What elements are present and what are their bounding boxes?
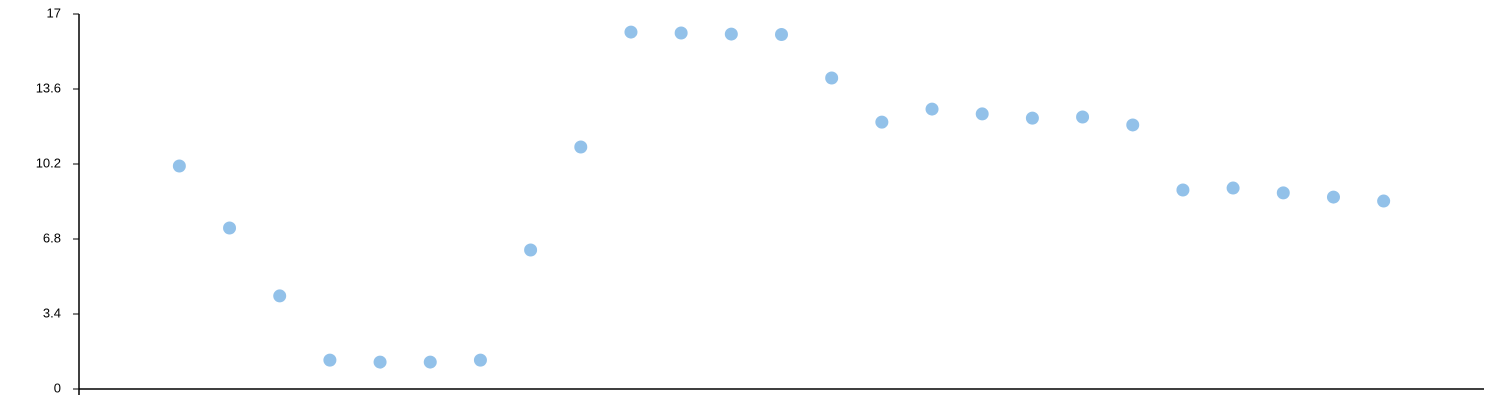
point (1377, 194, 1391, 208)
y-tick-label: 10.2 (36, 155, 61, 170)
point (724, 27, 738, 41)
y-tick-label: 17 (47, 5, 61, 20)
point (1025, 111, 1039, 125)
point (1176, 183, 1190, 197)
point (775, 28, 788, 42)
point (975, 107, 989, 121)
point (172, 159, 186, 173)
point (674, 26, 688, 40)
point (1076, 110, 1090, 124)
point (1126, 118, 1140, 132)
point (825, 71, 839, 85)
y-tick-label: 6.8 (43, 230, 61, 245)
point (524, 243, 538, 257)
point (323, 353, 337, 367)
point (1226, 181, 1240, 195)
point (925, 102, 939, 116)
point (624, 25, 638, 39)
point (373, 355, 387, 369)
point (473, 353, 487, 367)
point (273, 289, 287, 303)
point (1326, 190, 1340, 204)
point (1276, 186, 1290, 200)
y-tick-label: 3.4 (43, 305, 61, 320)
point (423, 355, 437, 369)
point (574, 140, 588, 154)
y-tick-label: 13.6 (36, 80, 61, 95)
point (223, 221, 237, 235)
y-tick-label: 0 (54, 380, 61, 395)
point (875, 115, 889, 129)
